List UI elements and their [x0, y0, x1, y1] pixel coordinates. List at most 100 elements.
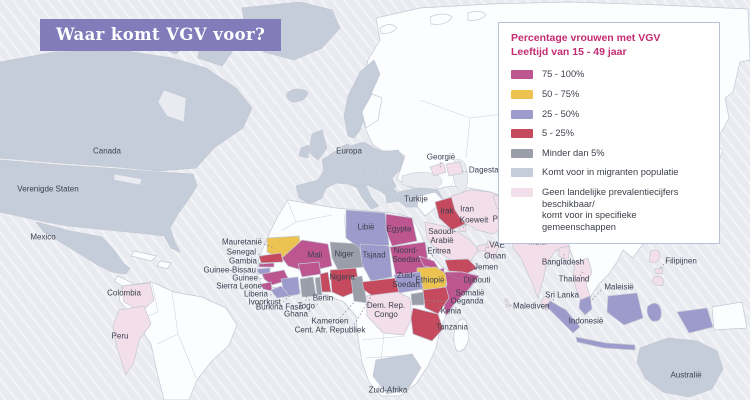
region-italy: [355, 183, 380, 210]
region-png: [711, 301, 748, 331]
region-saudi: [424, 221, 479, 263]
region-levant: [416, 191, 444, 217]
region-phil-1: [648, 249, 661, 264]
region-kenya: [422, 286, 450, 315]
legend-items: 75 - 100% 50 - 75% 25 - 50% 5 - 25% Minder d…: [511, 69, 709, 233]
label-leader-line: [462, 223, 467, 229]
legend-item: Komt voor in migranten populatie: [511, 167, 709, 179]
black-sea: [401, 172, 443, 189]
region-madagascar: [453, 318, 470, 352]
region-sulawesi: [646, 302, 662, 322]
region-egypt: [385, 213, 418, 247]
region-iceland: [286, 88, 309, 103]
region-canada: [0, 49, 253, 172]
legend-item: 25 - 50%: [511, 109, 709, 121]
region-togo: [314, 276, 323, 296]
label-leader-line: [421, 299, 451, 303]
label-leader-line: [461, 170, 468, 173]
label-leader-line: [308, 297, 311, 313]
region-denmark: [341, 143, 350, 153]
region-mexico: [35, 221, 131, 275]
label-leader-line: [451, 292, 457, 295]
legend-item-label: Komt voor in migranten populatie: [542, 167, 679, 178]
legend-title-line2: Leeftijd van 15 - 49 jaar: [511, 45, 627, 58]
legend-item-label: Minder dan 5%: [542, 147, 605, 158]
label-leader-line: [263, 243, 275, 249]
region-chad: [359, 243, 393, 282]
label-leader-line: [259, 276, 268, 280]
europe-borders: [321, 142, 397, 190]
region-burkina: [297, 261, 322, 278]
label-leader-line: [427, 254, 434, 262]
label-leader-line: [486, 251, 491, 258]
region-libya: [345, 209, 390, 250]
region-phil-3: [651, 276, 664, 286]
legend-item: Minder dan 5%: [511, 148, 709, 160]
label-leader-line: [316, 295, 320, 306]
region-malaysia: [578, 295, 593, 316]
legend-item-label: 5 - 25%: [542, 128, 575, 139]
legend-item-label: 75 - 100%: [542, 69, 585, 80]
region-novaya-1: [429, 13, 453, 25]
legend: Percentage vrouwen met VGV Leeftijd van …: [498, 22, 720, 245]
region-maldives-1: [504, 298, 509, 303]
africa-borders: [280, 201, 413, 361]
region-oman: [484, 239, 500, 261]
label-leader-line: [579, 271, 584, 277]
region-tanzania: [410, 307, 444, 342]
region-sumatra: [545, 300, 581, 334]
region-ghana: [299, 276, 317, 298]
region-uk: [308, 129, 328, 161]
label-leader-line: [324, 290, 327, 297]
region-usa: [0, 159, 198, 253]
legend-title-line1: Percentage vrouwen met VGV: [511, 32, 661, 44]
label-leader-line: [588, 289, 602, 304]
legend-item: 5 - 25%: [511, 128, 709, 140]
label-leader-line: [439, 161, 442, 169]
legend-item: 50 - 75%: [511, 89, 709, 101]
region-java: [575, 336, 636, 351]
region-south-africa: [372, 353, 422, 395]
region-benin: [319, 271, 332, 293]
region-cuba: [130, 250, 158, 262]
legend-swatch: [511, 129, 533, 139]
label-leader-line: [282, 294, 292, 303]
legend-swatch: [511, 148, 533, 158]
region-ireland: [298, 144, 310, 159]
label-leader-line: [258, 262, 265, 266]
label-leader-line: [257, 253, 265, 259]
region-ivory-coast: [280, 276, 301, 297]
region-novaya-2: [467, 11, 487, 21]
region-dagestan: [445, 161, 464, 177]
legend-swatch: [511, 109, 533, 119]
legend-item: Geen landelijke prevalentiecijfers besch…: [511, 187, 709, 233]
label-leader-line: [436, 305, 442, 313]
label-leader-line: [550, 298, 555, 304]
region-papua: [676, 307, 714, 334]
region-gambia: [258, 262, 275, 268]
region-colombia: [121, 282, 155, 313]
region-greece: [384, 189, 399, 204]
legend-item-label: Geen landelijke prevalentiecijfers besch…: [542, 186, 679, 232]
region-phil-2: [654, 267, 664, 275]
great-lakes: [113, 173, 143, 186]
label-leader-line: [436, 327, 442, 331]
region-australia: [636, 337, 724, 398]
region-senegal: [258, 252, 284, 264]
label-leader-line: [484, 246, 490, 249]
region-drc: [365, 291, 413, 336]
hudson-bay: [157, 89, 187, 123]
legend-swatch: [511, 187, 533, 197]
region-maldives-2: [505, 303, 510, 308]
legend-item: 75 - 100%: [511, 69, 709, 81]
page-title: Waar komt VGV voor?: [40, 19, 282, 51]
label-leader-line: [304, 275, 311, 306]
region-georgia: [429, 162, 447, 177]
label-leader-line: [561, 314, 571, 321]
legend-swatch: [511, 89, 533, 99]
legend-item-label: 25 - 50%: [542, 108, 580, 119]
label-leader-line: [263, 285, 267, 288]
leader-lines: [257, 161, 665, 331]
region-kuwait: [458, 224, 467, 233]
